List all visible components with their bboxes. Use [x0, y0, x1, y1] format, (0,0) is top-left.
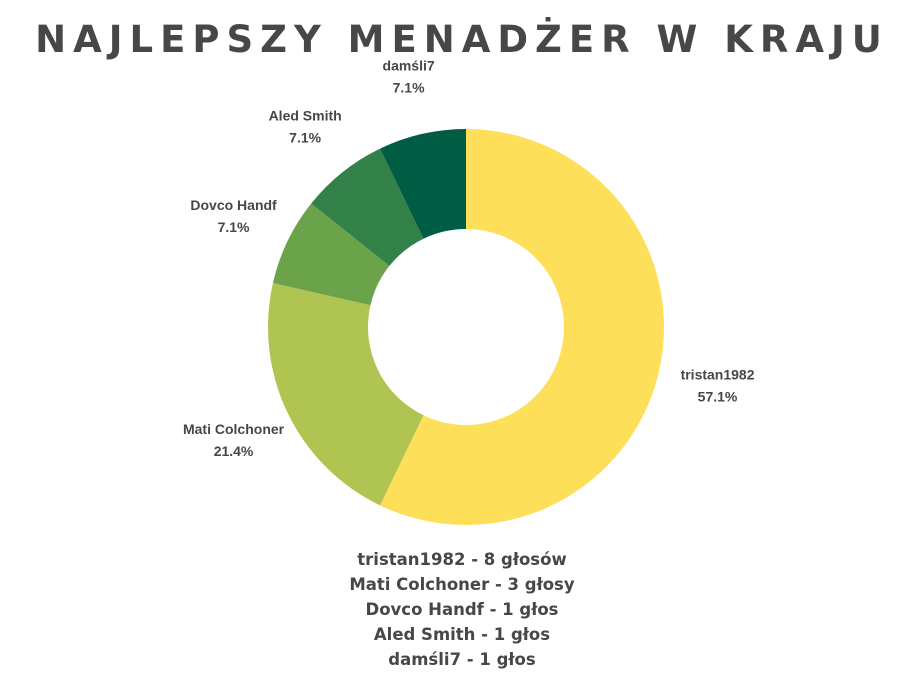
donut-slices: [268, 129, 665, 525]
slice-name-label: damśli7: [383, 57, 435, 73]
slice-name-label: Dovco Handf: [190, 197, 277, 213]
slice-mati-colchoner: [268, 282, 424, 506]
slice-label-aled-smith: Aled Smith 7.1%: [269, 107, 342, 145]
slice-tristan1982: [380, 129, 665, 525]
chart-title: NAJLEPSZY MENADŻER W KRAJU: [35, 18, 889, 61]
slice-labels: tristan1982 57.1% Mati Colchoner 21.4% Dovco…: [183, 57, 755, 458]
slice-label-damsli7: damśli7 7.1%: [383, 57, 435, 95]
summary-line-tristan1982: tristan1982 - 8 głosów: [357, 550, 567, 569]
vote-summary: tristan1982 - 8 głosów Mati Colchoner - …: [0, 547, 924, 672]
slice-name-label: Mati Colchoner: [183, 421, 285, 437]
summary-line-aled-smith: Aled Smith - 1 głos: [373, 625, 551, 644]
slice-label-mati-colchoner: Mati Colchoner 21.4%: [183, 421, 285, 459]
donut-chart: tristan1982 57.1% Mati Colchoner 21.4% Dovco…: [183, 57, 755, 525]
slice-aled-smith: [311, 148, 424, 266]
slice-percent-label: 7.1%: [289, 129, 321, 145]
slice-damsli7: [380, 129, 466, 239]
slice-percent-label: 21.4%: [214, 443, 254, 459]
slice-dovco-handf: [272, 203, 390, 306]
slice-name-label: tristan1982: [681, 366, 755, 382]
slice-percent-label: 57.1%: [698, 388, 738, 404]
slice-label-tristan1982: tristan1982 57.1%: [681, 366, 755, 404]
slice-percent-label: 7.1%: [218, 219, 250, 235]
slice-name-label: Aled Smith: [269, 107, 342, 123]
summary-line-dovco-handf: Dovco Handf - 1 głos: [365, 600, 559, 619]
slice-percent-label: 7.1%: [393, 79, 425, 95]
slice-label-dovco-handf: Dovco Handf 7.1%: [190, 197, 277, 235]
summary-line-damsli7: damśli7 - 1 głos: [388, 650, 536, 669]
summary-line-mati-colchoner: Mati Colchoner - 3 głosy: [349, 575, 575, 594]
